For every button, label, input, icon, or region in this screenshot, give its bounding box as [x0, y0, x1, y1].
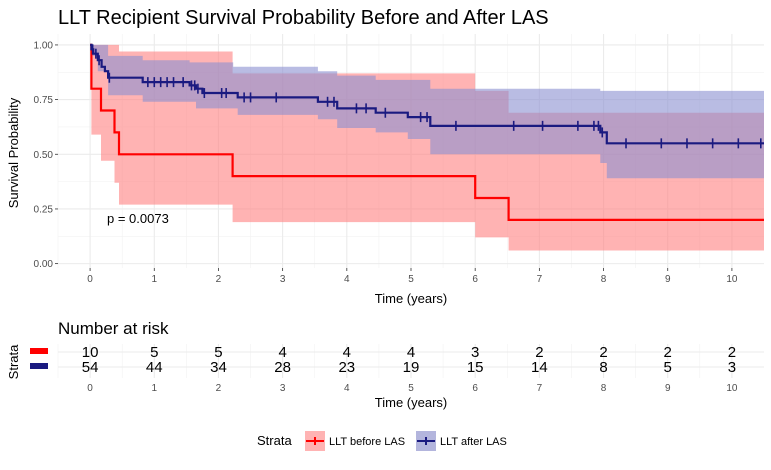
- y-tick-label: 0.50: [34, 150, 54, 161]
- risk-table: Number at risk 10 5 5 4 4 4 3 2 2 2 254 44 34 28 23 19 1…: [6, 319, 764, 410]
- risk-count-after: 34: [210, 359, 227, 376]
- risk-count-before: 2: [599, 344, 607, 361]
- risk-count-before: 5: [214, 344, 222, 361]
- x-tick-label: 3: [280, 274, 286, 285]
- risk-count-before: 10: [82, 344, 99, 361]
- x-tick-label: 2: [216, 274, 222, 285]
- ci-band-after: [90, 44, 765, 179]
- y-tick-label: 1.00: [34, 40, 54, 51]
- censor-marks: [91, 44, 762, 149]
- risk-x-axis-label: Time (years): [375, 395, 447, 410]
- y-tick-label: 0.25: [34, 204, 54, 215]
- risk-x-tick-label: 8: [601, 383, 607, 394]
- risk-x-tick-label: 1: [151, 383, 157, 394]
- y-tick-label: 0.00: [34, 259, 54, 270]
- risk-count-before: 4: [407, 344, 415, 361]
- x-tick-label: 7: [537, 274, 543, 285]
- x-tick-label: 5: [408, 274, 414, 285]
- risk-x-tick-label: 4: [344, 383, 350, 394]
- risk-x-ticks: 0 1 2 3 4 5 6 7 8 9 10: [87, 383, 738, 394]
- risk-count-after: 14: [531, 359, 548, 376]
- chart-title: LLT Recipient Survival Probability Befor…: [58, 7, 549, 29]
- risk-count-after: 28: [274, 359, 291, 376]
- risk-count-after: 3: [728, 359, 736, 376]
- y-axis-ticks: 0.00 0.25 0.50 0.75 1.00: [34, 40, 58, 270]
- strata-swatch-after: [30, 363, 48, 369]
- risk-x-tick-label: 2: [216, 383, 222, 394]
- risk-count-before: 2: [535, 344, 543, 361]
- strata-swatch-before: [30, 348, 48, 354]
- risk-count-after: 54: [82, 359, 99, 376]
- x-tick-label: 6: [472, 274, 478, 285]
- risk-count-after: 15: [467, 359, 484, 376]
- risk-counts: 10 5 5 4 4 4 3 2 2 2 254 44 34 28 23 19 15 14 8 5 3: [82, 344, 736, 376]
- risk-table-gridlines: [57, 344, 764, 378]
- risk-count-before: 4: [343, 344, 351, 361]
- y-axis-label: Survival Probability: [6, 97, 21, 208]
- risk-table-title: Number at risk: [58, 319, 169, 338]
- legend-title: Strata: [257, 433, 292, 448]
- legend: Strata LLT before LAS LLT after LAS: [257, 431, 507, 451]
- risk-x-tick-label: 0: [87, 383, 93, 394]
- x-tick-label: 9: [665, 274, 671, 285]
- legend-item-after: LLT after LAS: [416, 431, 507, 451]
- risk-x-tick-label: 10: [726, 383, 738, 394]
- risk-count-before: 4: [278, 344, 286, 361]
- risk-x-tick-label: 6: [472, 383, 478, 394]
- risk-count-after: 8: [599, 359, 607, 376]
- risk-y-axis-label: Strata: [6, 344, 21, 379]
- survival-line-before: [90, 43, 764, 221]
- x-tick-label: 4: [344, 274, 350, 285]
- x-tick-label: 10: [726, 274, 738, 285]
- risk-x-tick-label: 9: [665, 383, 671, 394]
- legend-item-before: LLT before LAS: [305, 431, 405, 451]
- risk-count-after: 5: [664, 359, 672, 376]
- risk-count-before: 5: [150, 344, 158, 361]
- legend-label-before: LLT before LAS: [329, 436, 405, 448]
- y-tick-label: 0.75: [34, 95, 54, 106]
- x-tick-label: 8: [601, 274, 607, 285]
- risk-x-tick-label: 3: [280, 383, 286, 394]
- km-plot-panel: 0 1 2 3 4 5 6 7 8 9 10 0.00 0.25 0.50 0.75 1.00 p = 0.…: [6, 34, 765, 306]
- risk-count-after: 23: [338, 359, 355, 376]
- legend-label-after: LLT after LAS: [440, 436, 507, 448]
- x-axis-ticks: 0 1 2 3 4 5 6 7 8 9 10: [87, 268, 738, 285]
- risk-x-tick-label: 7: [537, 383, 543, 394]
- risk-count-before: 2: [728, 344, 736, 361]
- risk-count-after: 44: [146, 359, 163, 376]
- p-value-label: p = 0.0073: [107, 211, 169, 226]
- x-tick-label: 1: [151, 274, 157, 285]
- risk-count-before: 3: [471, 344, 479, 361]
- x-tick-label: 0: [87, 274, 93, 285]
- x-axis-label: Time (years): [375, 291, 447, 306]
- risk-count-after: 19: [403, 359, 420, 376]
- risk-x-tick-label: 5: [408, 383, 414, 394]
- risk-count-before: 2: [664, 344, 672, 361]
